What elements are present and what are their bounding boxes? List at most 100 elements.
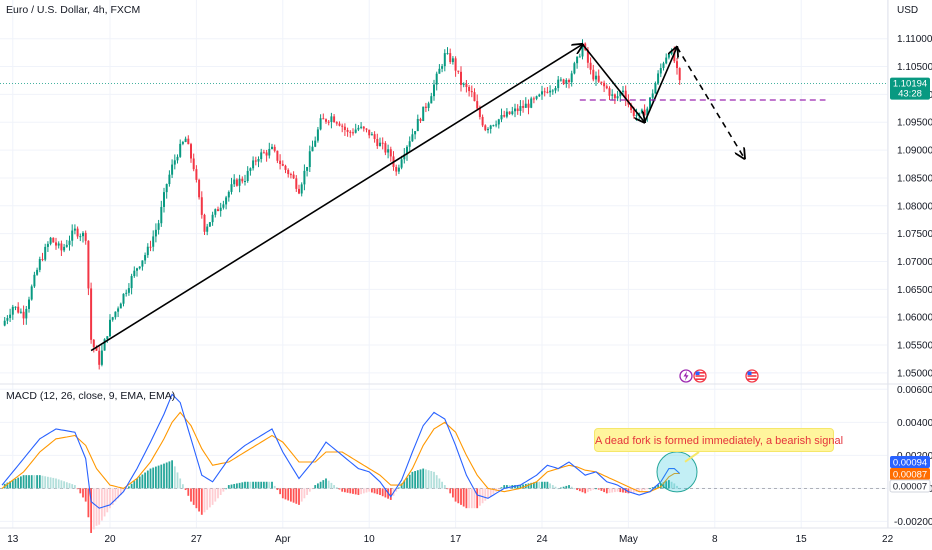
candle-body <box>230 184 233 192</box>
histogram-bar <box>373 488 376 494</box>
histogram-bar <box>33 475 36 489</box>
histogram-bar <box>209 488 211 508</box>
candle-body <box>333 116 336 123</box>
histogram-bar <box>90 488 92 533</box>
candle-body <box>557 79 560 89</box>
lightning-icon[interactable] <box>679 369 693 383</box>
candle-body <box>595 75 597 80</box>
event-icons[interactable] <box>679 369 759 383</box>
histogram-bar <box>516 485 519 489</box>
histogram-bar <box>219 488 222 495</box>
candle-body <box>357 127 360 130</box>
histogram-bar <box>9 481 11 489</box>
symbol-title[interactable]: Euro / U.S. Dollar, 4h, FXCM <box>6 4 140 16</box>
histogram-bar <box>92 488 95 530</box>
trend-arrow[interactable] <box>581 43 645 122</box>
histogram-bar <box>263 481 265 489</box>
histogram-bar <box>519 485 522 489</box>
price-tick-label: 1.07000 <box>897 257 932 268</box>
us-flag-icon[interactable] <box>693 369 707 383</box>
price-tick-label: 1.06000 <box>897 313 932 324</box>
candle-body <box>303 170 306 185</box>
candle-body <box>257 159 260 162</box>
candle-body <box>419 118 422 121</box>
histogram-bar <box>63 481 65 489</box>
candle-body <box>576 56 579 64</box>
candle-body <box>144 255 147 261</box>
candle-body <box>119 303 122 309</box>
candle-body <box>41 259 44 261</box>
candle-body <box>222 204 225 208</box>
candle-body <box>87 240 90 289</box>
histogram-bar <box>155 466 157 489</box>
histogram-bar <box>198 488 200 512</box>
time-axis[interactable]: 13 20 27 Apr 10 17 24 May 8 15 22 <box>7 534 893 545</box>
candle-body <box>476 101 479 109</box>
candle-body <box>287 169 290 175</box>
candle-body <box>122 293 125 304</box>
histogram-bar <box>398 487 400 489</box>
candle-body <box>38 259 41 270</box>
candle-body <box>3 320 6 326</box>
candle-body <box>662 63 665 69</box>
candle-body <box>511 111 514 115</box>
candle-body <box>265 152 268 156</box>
histogram-bar <box>254 481 257 489</box>
candle-body <box>600 81 603 83</box>
projected-move-arrow[interactable] <box>676 46 745 158</box>
histogram-bar <box>265 481 268 489</box>
histogram-bar <box>414 471 416 489</box>
candle-body <box>562 79 565 84</box>
histogram-bar <box>562 486 565 489</box>
histogram-bar <box>306 488 308 495</box>
candle-body <box>643 109 646 116</box>
candle-body <box>395 166 398 172</box>
candle-body <box>500 115 503 120</box>
candle-body <box>338 123 341 126</box>
histogram-bar <box>630 488 632 493</box>
candle-body <box>92 339 95 348</box>
histogram-bar <box>6 482 9 489</box>
histogram-bar <box>14 478 17 489</box>
histogram-bar <box>673 483 676 489</box>
candle-body <box>354 129 357 133</box>
candle-body <box>414 131 417 135</box>
histogram-bar <box>241 482 244 489</box>
annotation-callout[interactable]: A dead fork is formed immediately, a bea… <box>594 428 843 452</box>
candle-body <box>279 160 282 164</box>
candle-body <box>360 126 363 128</box>
histogram-bar <box>433 471 435 489</box>
histogram-bar <box>435 475 438 489</box>
candle-body <box>84 232 87 241</box>
histogram-bar <box>268 481 271 489</box>
histogram-bar <box>538 481 541 489</box>
histogram-bar <box>503 485 506 489</box>
histogram-bar <box>271 481 273 489</box>
histogram-bar <box>481 488 484 504</box>
candle-body <box>559 79 562 81</box>
pattern-annotations[interactable] <box>90 43 826 352</box>
histogram-bar <box>395 488 398 492</box>
histogram-bar <box>530 482 533 489</box>
candle-body <box>608 88 611 96</box>
histogram-bar <box>578 488 581 492</box>
histogram-bar <box>489 488 492 497</box>
candle-body <box>100 350 103 365</box>
candle-body <box>133 270 136 277</box>
candle-body <box>206 226 209 232</box>
histogram-bar <box>192 488 195 505</box>
histogram-bar <box>422 468 425 489</box>
candle-body <box>573 63 576 74</box>
candle-body <box>271 146 273 149</box>
histogram-bar <box>452 488 454 498</box>
trend-arrow[interactable] <box>90 44 582 352</box>
us-flag-icon[interactable] <box>745 369 759 383</box>
currency-label[interactable]: USD <box>897 5 918 16</box>
trend-arrow[interactable] <box>643 47 677 123</box>
candle-body <box>179 143 182 157</box>
candle-body <box>36 269 39 275</box>
candle-body <box>195 169 198 180</box>
candle-body <box>403 154 406 160</box>
indicator-title[interactable]: MACD (12, 26, close, 9, EMA, EMA) <box>6 390 175 402</box>
